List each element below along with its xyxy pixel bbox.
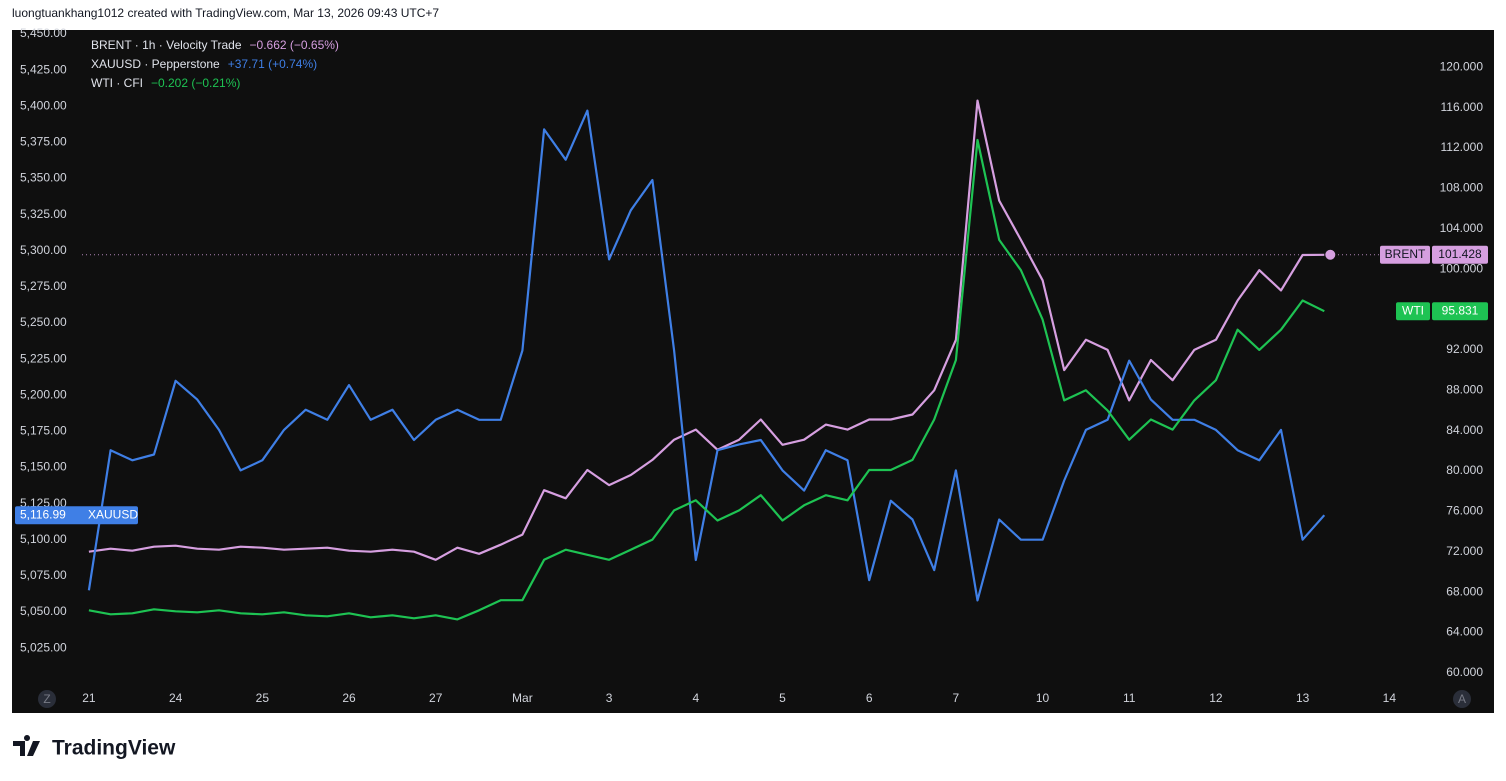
tag-value: 101.428 (1438, 247, 1482, 261)
x-tick-label: 10 (1036, 691, 1050, 705)
x-tick-label: 7 (953, 691, 960, 705)
tag-name: WTI (1402, 303, 1424, 317)
x-tick-label: 11 (1123, 691, 1136, 705)
y2-tick-label: 68.000 (1446, 584, 1483, 598)
y-tick-label: 5,175.00 (20, 424, 67, 438)
x-tick-label: 25 (256, 691, 270, 705)
y-tick-label: 5,075.00 (20, 568, 67, 582)
tag-value: 5,116.99 (20, 507, 66, 521)
y-tick-label: 5,050.00 (20, 604, 67, 618)
tag-value-box (1432, 302, 1488, 321)
x-tick-label: 26 (342, 691, 356, 705)
y-tick-label: 5,275.00 (20, 279, 67, 293)
tag-name-box (1380, 245, 1430, 264)
x-tick-label: 12 (1209, 691, 1223, 705)
x-tick-label: 3 (606, 691, 613, 705)
y-tick-label: 5,025.00 (20, 640, 67, 654)
y-tick-label: 5,450.00 (20, 26, 67, 40)
y-tick-label: 5,375.00 (20, 135, 67, 149)
x-tick-label: Mar (512, 691, 533, 705)
tag-value: 95.831 (1442, 303, 1479, 317)
tag-name: XAUUSD (88, 507, 138, 521)
tag-value-box (15, 506, 138, 525)
legend-name: XAUUSD · Pepperstone (91, 57, 220, 71)
x-tick-label: 13 (1296, 691, 1310, 705)
logo-icon (13, 734, 40, 756)
x-tick-label: 5 (779, 691, 786, 705)
y-tick-label: 5,150.00 (20, 460, 67, 474)
y2-tick-label: 100.000 (1440, 261, 1484, 275)
y2-tick-label: 76.000 (1446, 504, 1483, 518)
x-tick-label: 4 (692, 691, 699, 705)
y2-tick-label: 92.000 (1446, 342, 1483, 356)
last-point (1325, 249, 1336, 260)
legend-change: −0.202 (−0.21%) (151, 76, 240, 90)
axis-button-label[interactable]: Z (43, 692, 50, 706)
tag-value-box (1432, 245, 1488, 264)
legend-name: WTI · CFI (91, 76, 143, 90)
y2-tick-label: 64.000 (1446, 625, 1483, 639)
y-tick-label: 5,350.00 (20, 171, 67, 185)
y2-tick-label: 104.000 (1440, 221, 1484, 235)
y-tick-label: 5,100.00 (20, 532, 67, 546)
y-tick-label: 5,400.00 (20, 98, 67, 112)
axis-button[interactable] (38, 690, 56, 708)
y-tick-label: 5,225.00 (20, 351, 67, 365)
x-tick-label: 27 (429, 691, 443, 705)
y-tick-label: 5,200.00 (20, 387, 67, 401)
y2-tick-label: 88.000 (1446, 382, 1483, 396)
series-line (88, 138, 1325, 621)
caption: luongtuankhang1012 created with TradingV… (12, 6, 439, 20)
x-tick-label: 24 (169, 691, 183, 705)
y2-tick-label: 112.000 (1441, 140, 1484, 154)
series-line (88, 99, 1325, 561)
axis-button[interactable] (1453, 690, 1471, 708)
y-tick-label: 5,325.00 (20, 207, 67, 221)
brand-name: TradingView (52, 737, 176, 760)
legend-change: −0.662 (−0.65%) (250, 38, 339, 52)
y2-tick-label: 120.000 (1440, 60, 1484, 74)
tag-name: BRENT (1385, 247, 1426, 261)
x-tick-label: 6 (866, 691, 873, 705)
tag-name-box (1396, 302, 1430, 321)
brand-logo: TradingView (13, 734, 176, 760)
legend-change: +37.71 (+0.74%) (228, 57, 317, 71)
y2-tick-label: 72.000 (1446, 544, 1483, 558)
y-tick-label: 5,250.00 (20, 315, 67, 329)
x-tick-label: 14 (1383, 691, 1397, 705)
y-tick-label: 5,425.00 (20, 62, 67, 76)
y2-tick-label: 108.000 (1440, 181, 1484, 195)
y2-tick-label: 80.000 (1446, 463, 1483, 477)
y-tick-label: 5,300.00 (20, 243, 67, 257)
x-tick-label: 21 (82, 691, 96, 705)
y2-tick-label: 84.000 (1446, 423, 1483, 437)
axis-button-label[interactable]: A (1458, 692, 1466, 706)
chart-background (12, 30, 1494, 713)
series-line (87, 109, 1326, 602)
y2-tick-label: 116.000 (1441, 100, 1484, 114)
y2-tick-label: 60.000 (1446, 665, 1483, 679)
legend-name: BRENT · 1h · Velocity Trade (91, 38, 242, 52)
